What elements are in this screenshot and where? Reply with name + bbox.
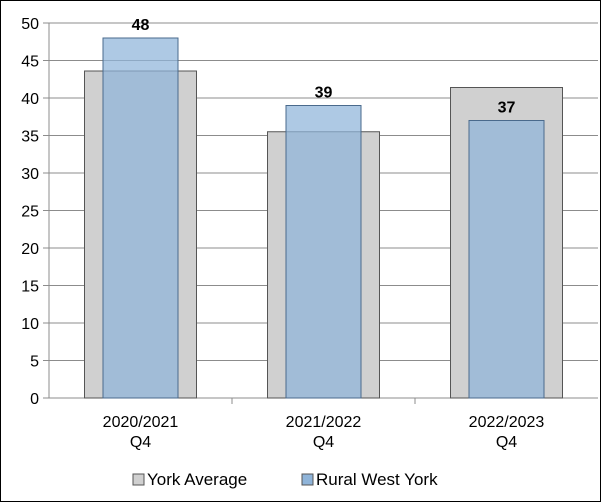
y-tick-label: 25	[21, 204, 39, 221]
y-tick-label: 50	[21, 16, 39, 33]
y-tick-label: 20	[21, 241, 39, 258]
x-tick-label: 2022/2023 Q4	[469, 414, 545, 451]
legend-york-average-swatch	[132, 473, 145, 486]
y-tick-label: 30	[21, 166, 39, 183]
bar-rural-west-york	[468, 120, 545, 399]
y-tick-label: 35	[21, 129, 39, 146]
bar-rural-west-york	[102, 37, 179, 399]
x-tick-label: 2021/2022 Q4	[286, 414, 362, 451]
y-tick-label: 45	[21, 54, 39, 71]
data-label: 48	[132, 17, 150, 34]
y-tick-label: 0	[30, 391, 39, 408]
legend-rural-west-york-label: Rural West York	[316, 470, 438, 489]
data-label: 39	[315, 85, 333, 102]
y-tick-label: 40	[21, 91, 39, 108]
data-label: 37	[498, 100, 516, 117]
y-tick-label: 5	[30, 354, 39, 371]
y-tick-label: 10	[21, 316, 39, 333]
legend-york-average-label: York Average	[147, 470, 247, 489]
legend-rural-west-york-swatch	[301, 473, 314, 486]
y-tick-label: 15	[21, 279, 39, 296]
x-tick-label: 2020/2021 Q4	[103, 414, 179, 451]
bar-rural-west-york	[285, 105, 362, 399]
